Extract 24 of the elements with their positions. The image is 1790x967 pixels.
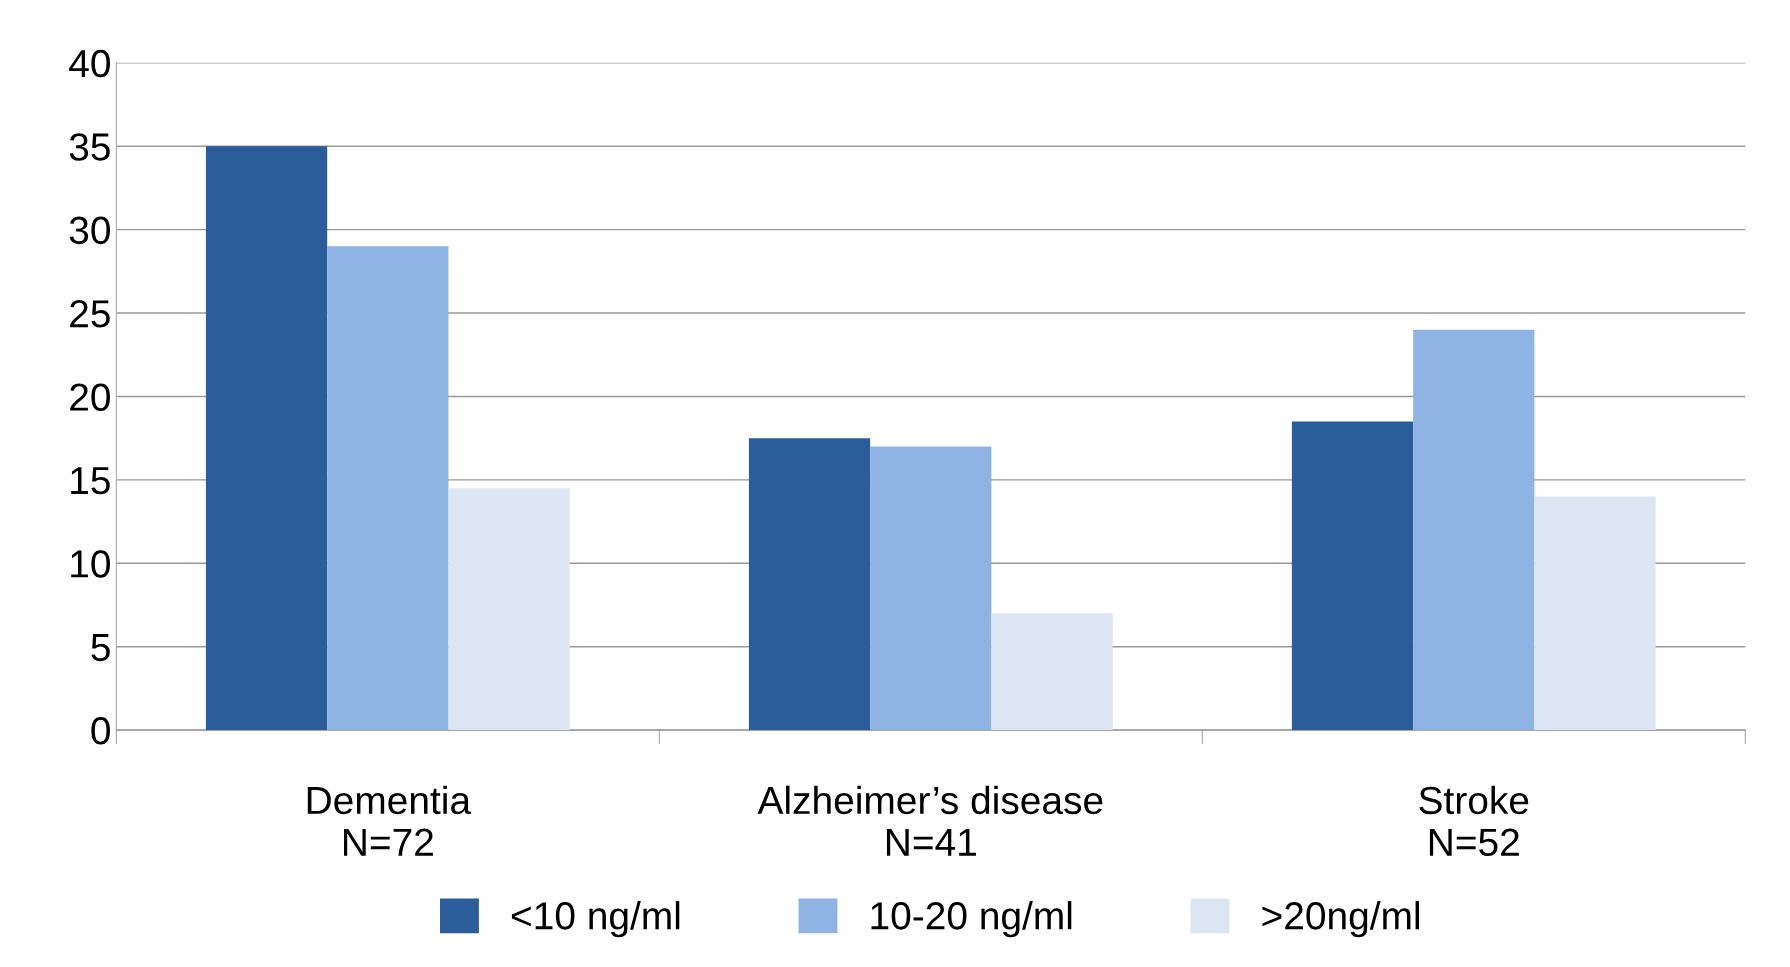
y-tick-label: 15: [71, 467, 110, 495]
legend-label: >20ng/ml: [1262, 901, 1419, 938]
bar: [205, 146, 328, 731]
y-tick-label: 35: [69, 133, 110, 161]
bar: [1534, 496, 1656, 731]
x-tick-label: Alzheimer’s disease N=41: [757, 785, 1103, 856]
legend-label: 10-20 ng/ml: [871, 901, 1072, 938]
bar: [327, 246, 449, 731]
y-tick-label: 25: [70, 300, 110, 328]
bar: [448, 488, 570, 731]
bar: [748, 438, 871, 731]
y-tick-label: 10: [71, 550, 110, 578]
x-tick-label: Dementia N=72: [307, 785, 472, 856]
bar: [1413, 329, 1535, 731]
bar: [870, 446, 992, 731]
legend-label: <10 ng/ml: [511, 901, 680, 938]
y-tick-label: 30: [69, 216, 110, 245]
y-tick-label: 40: [69, 49, 110, 78]
y-tick-label: 20: [70, 383, 110, 411]
y-tick-label: 5: [91, 634, 110, 662]
x-tick-label: Stroke N=52: [1419, 785, 1529, 857]
bar: [991, 613, 1113, 731]
y-tick-label: 0: [91, 717, 110, 745]
bar: [1291, 421, 1414, 731]
